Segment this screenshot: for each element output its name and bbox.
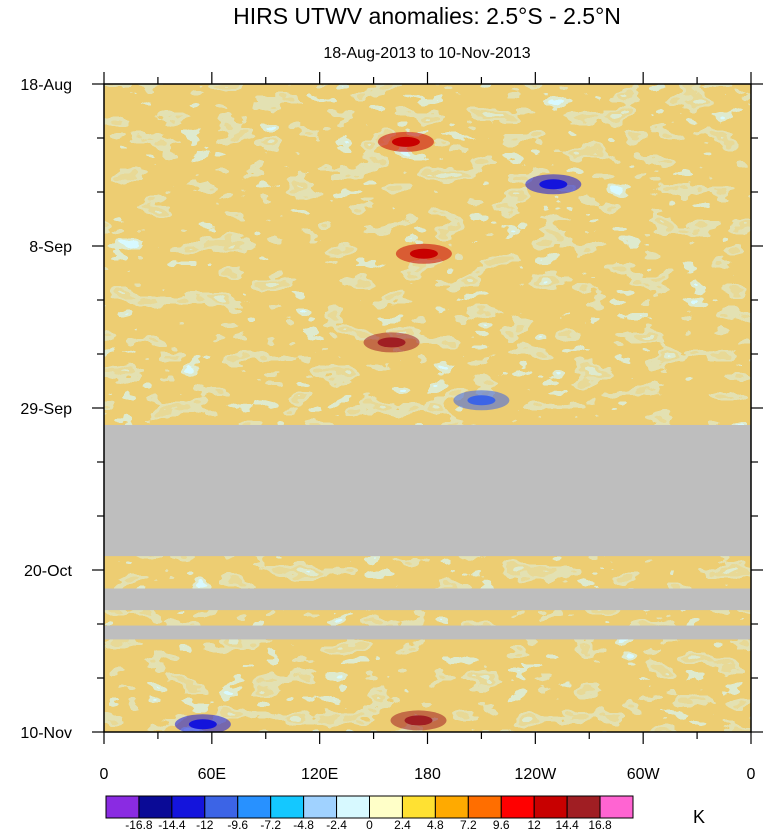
colorbar-swatch (401, 795, 436, 819)
chart-title: HIRS UTWV anomalies: 2.5°S - 2.5°N (233, 3, 621, 29)
anomaly-0 (377, 131, 434, 152)
colorbar-label: 9.6 (493, 818, 510, 832)
x-tick-label: 0 (747, 766, 756, 783)
chart-subtitle: 18-Aug-2013 to 10-Nov-2013 (323, 45, 530, 62)
x-tick-label: 0 (100, 766, 109, 783)
colorbar-label: 14.4 (555, 818, 579, 832)
y-tick-label: 8-Sep (29, 239, 72, 256)
colorbar-label: 0 (366, 818, 373, 832)
anomaly-field (104, 84, 751, 732)
missing-band-0 (104, 424, 751, 557)
anomaly-2 (363, 332, 420, 353)
anomaly-3 (525, 174, 582, 195)
anomaly-4 (453, 390, 510, 411)
x-tick-label: 120W (514, 766, 557, 783)
y-tick-label: 29-Sep (20, 401, 72, 418)
colorbar-swatch (369, 795, 403, 819)
anomaly-5 (390, 710, 447, 731)
x-tick-label: 60W (627, 766, 661, 783)
colorbar-label: -7.2 (260, 818, 281, 832)
anomaly-features (174, 131, 582, 732)
x-tick-label: 120E (301, 766, 338, 783)
colorbar-label: -12 (196, 818, 214, 832)
colorbar-swatch (599, 795, 634, 819)
axes: 0 60E 120E 180 120W 60W 0 18-Aug 8-Sep 29-Sep 20-O… (20, 72, 763, 783)
colorbar-swatch (566, 795, 601, 819)
colorbar-label: 4.8 (427, 818, 444, 832)
colorbar-label: 16.8 (588, 818, 612, 832)
colorbar-swatch (204, 795, 239, 819)
anomaly-6 (174, 714, 231, 732)
missing-band-1 (104, 588, 751, 611)
x-tick-label: 180 (414, 766, 441, 783)
colorbar-swatch (105, 795, 140, 819)
colorbar-unit: K (693, 807, 705, 827)
colorbar-swatch (171, 795, 206, 819)
colorbar-label: 7.2 (460, 818, 477, 832)
colorbar-label: -9.6 (227, 818, 248, 832)
colorbar-swatch (467, 795, 502, 819)
y-tick-label: 20-Oct (24, 563, 73, 580)
missing-band-2 (104, 625, 751, 640)
plot-area (104, 84, 751, 732)
x-tick-label: 60E (198, 766, 226, 783)
colorbar-label: -14.4 (158, 818, 186, 832)
colorbar-swatch (336, 795, 370, 819)
colorbar-swatch (303, 795, 338, 819)
colorbar-label: -2.4 (326, 818, 347, 832)
y-tick-label: 18-Aug (20, 77, 72, 94)
missing-data (104, 424, 751, 640)
colorbar-label: 12 (528, 818, 542, 832)
anomaly-1 (395, 243, 452, 264)
colorbar-swatch (138, 795, 173, 819)
colorbar-swatch (533, 795, 568, 819)
colorbar-label: -4.8 (293, 818, 314, 832)
colorbar-swatch (237, 795, 272, 819)
colorbar-swatch (500, 795, 535, 819)
colorbar-label: -16.8 (125, 818, 153, 832)
colorbar-swatch (434, 795, 469, 819)
y-tick-label: 10-Nov (20, 725, 72, 742)
colorbar-label: 2.4 (394, 818, 411, 832)
colorbar-swatch (270, 795, 305, 819)
colorbar: -16.8 -14.4 -12 -9.6 -7.2 -4.8 -2.4 0 2.4 4.8 7.2 9… (105, 795, 705, 832)
